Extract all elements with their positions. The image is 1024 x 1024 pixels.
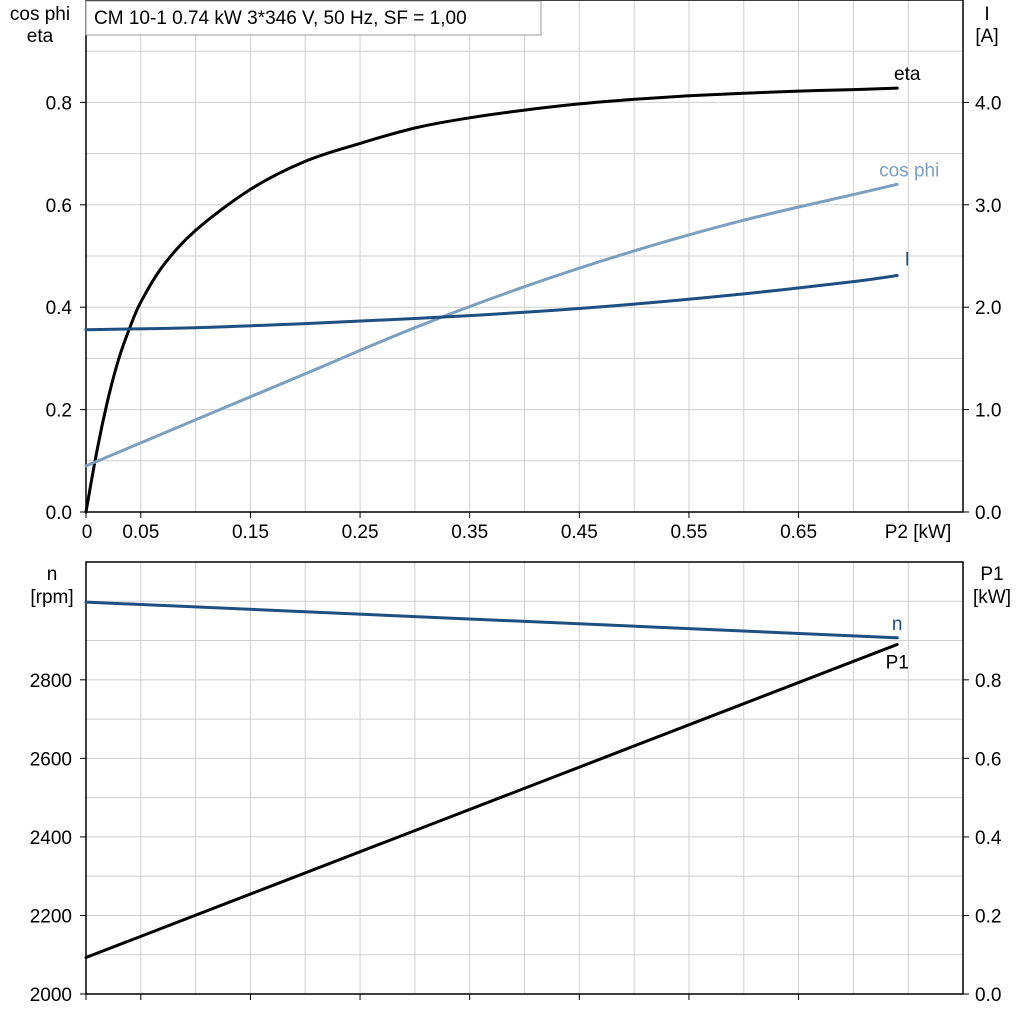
top-panel: 0 0.05 0.15 0.25 0.35 0.45 0.55 0.65 0.0 0.2 0.4 0.…	[10, 0, 1002, 543]
series-eta-label: eta	[894, 64, 921, 85]
bottom-left-y-tick-label: 2200	[30, 906, 72, 927]
bottom-right-ylabel-line2: [kW]	[973, 587, 1011, 608]
top-right-y-tick-label: 1.0	[975, 401, 1001, 422]
bottom-left-y-tick-label: 2400	[30, 828, 72, 849]
top-plot-frame	[85, 0, 964, 513]
series-cos-phi-label: cos phi	[879, 160, 939, 181]
top-x-tick-label: 0.55	[670, 522, 707, 543]
top-x-tick-label: 0.45	[561, 522, 598, 543]
bottom-ticks: 2000 2200 2400 2600 2800 0.0 0.2 0.4 0.6 0.8	[30, 671, 1002, 1006]
top-xlabel: P2 [kW]	[885, 522, 952, 543]
top-left-y-tick-label: 0.4	[46, 298, 73, 319]
series-p1-line	[84, 643, 899, 959]
top-left-y-tick-label: 0.6	[46, 196, 72, 217]
top-x-tick-label: 0	[82, 522, 93, 543]
chart-title: CM 10-1 0.74 kW 3*346 V, 50 Hz, SF = 1,0…	[94, 8, 467, 29]
top-x-tick-label: 0.25	[342, 522, 379, 543]
top-right-y-tick-label: 4.0	[975, 93, 1001, 114]
bottom-right-y-tick-label: 0.0	[975, 985, 1001, 1006]
top-right-y-tick-label: 3.0	[975, 196, 1001, 217]
top-left-y-tick-label: 0.2	[46, 401, 72, 422]
top-x-tick-label: 0.15	[232, 522, 269, 543]
top-x-tick-label: 0.05	[122, 522, 159, 543]
top-x-tick-label: 0.35	[451, 522, 488, 543]
bottom-curves: n P1	[84, 600, 909, 959]
series-n-label: n	[892, 614, 903, 635]
bottom-right-y-tick-label: 0.4	[975, 828, 1002, 849]
top-left-ylabel-line1: cos phi	[10, 4, 70, 25]
bottom-right-y-tick-label: 0.6	[975, 749, 1001, 770]
bottom-left-y-tick-label: 2000	[30, 985, 72, 1006]
bottom-plot-frame	[85, 561, 964, 995]
bottom-right-ylabel-line1: P1	[980, 564, 1003, 585]
top-right-ylabel-line1: I	[984, 4, 989, 25]
top-ticks: 0 0.05 0.15 0.25 0.35 0.45 0.55 0.65 0.0 0.2 0.4 0.…	[46, 93, 1002, 543]
top-right-y-tick-label: 2.0	[975, 298, 1001, 319]
bottom-grid	[86, 562, 963, 994]
bottom-left-ylabel-line1: n	[47, 564, 58, 585]
top-left-ylabel-line2: eta	[27, 26, 54, 47]
bottom-left-y-tick-label: 2800	[30, 671, 72, 692]
series-n-line	[84, 600, 899, 640]
bottom-right-y-tick-label: 0.8	[975, 671, 1001, 692]
top-left-y-tick-label: 0.0	[46, 503, 72, 524]
bottom-left-ylabel-line2: [rpm]	[30, 587, 73, 608]
top-left-y-tick-label: 0.8	[46, 93, 72, 114]
top-x-tick-label: 0.65	[780, 522, 817, 543]
top-right-ylabel-line2: [A]	[975, 26, 998, 47]
bottom-left-y-tick-label: 2600	[30, 749, 72, 770]
chart-title-box	[85, 0, 542, 36]
series-i-label: I	[905, 249, 910, 270]
series-eta-line	[84, 86, 899, 514]
bottom-right-y-tick-label: 0.2	[975, 906, 1001, 927]
series-i-line	[84, 274, 899, 332]
top-grid	[86, 0, 963, 512]
top-curves: eta cos phi I	[84, 64, 939, 514]
series-p1-label: P1	[886, 652, 909, 673]
series-cos-phi-line	[84, 182, 899, 468]
top-right-y-tick-label: 0.0	[975, 503, 1001, 524]
